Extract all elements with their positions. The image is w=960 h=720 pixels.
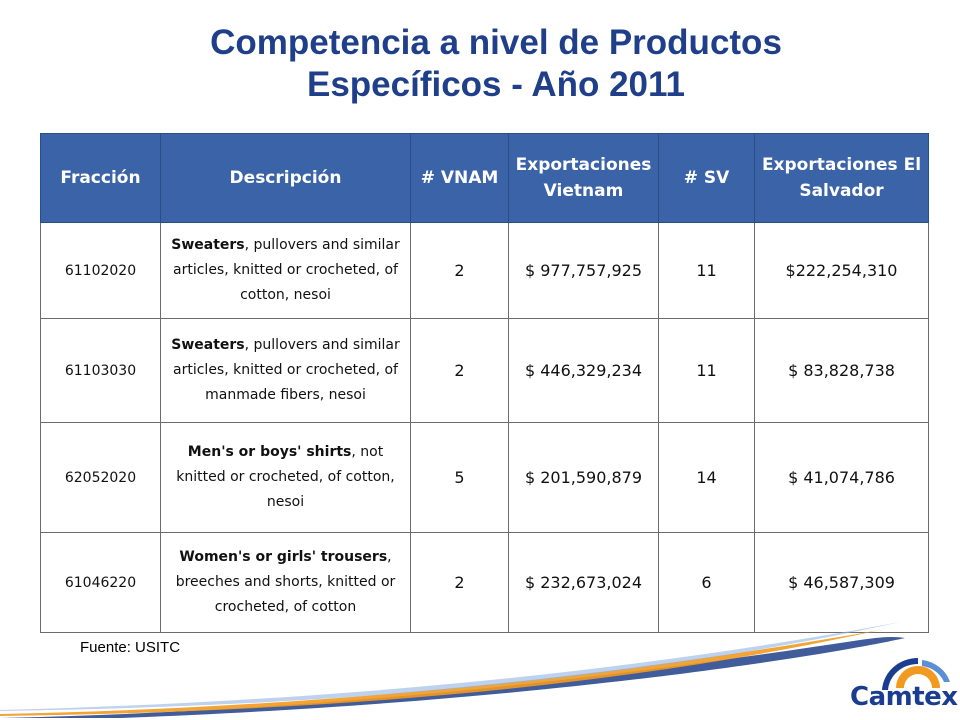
cell-exp-sv: $ 83,828,738 — [754, 318, 929, 423]
header-exp-sv: Exportaciones El Salvador — [754, 133, 929, 223]
cell-exp-sv: $ 41,074,786 — [754, 422, 929, 533]
cell-fraccion: 61102020 — [40, 222, 161, 319]
camtex-logo — [838, 652, 956, 718]
header-descripcion: Descripción — [160, 133, 411, 223]
logo-text: Camtex — [850, 682, 958, 712]
camtex-sun-logo-icon — [882, 657, 950, 690]
cell-exp-vietnam: $ 201,590,879 — [508, 422, 659, 533]
cell-fraccion: 62052020 — [40, 422, 161, 533]
page-title-line2: Específicos - Año 2011 — [306, 65, 686, 104]
header-vnam: # VNAM — [410, 133, 509, 223]
cell-sv: 14 — [658, 422, 755, 533]
cell-sv: 11 — [658, 222, 755, 319]
cell-exp-vietnam: $ 446,329,234 — [508, 318, 659, 423]
header-fraccion: Fracción — [40, 133, 161, 223]
cell-exp-vietnam: $ 232,673,024 — [508, 532, 659, 633]
source-note: Fuente: USITC — [80, 639, 181, 656]
cell-descripcion: Sweaters, pullovers and similar articles… — [160, 222, 411, 319]
desc-rest: , breeches and shorts, knitted or croche… — [175, 549, 396, 615]
desc-bold: Men's or boys' shirts — [187, 444, 352, 460]
desc-bold: Women's or girls' trousers — [179, 549, 388, 565]
table-row: 61046220 Women's or girls' trousers, bre… — [40, 532, 929, 633]
page-title-line1: Competencia a nivel de Productos — [210, 23, 782, 62]
header-exp-vietnam: Exportaciones Vietnam — [508, 133, 659, 223]
cell-exp-sv: $ 46,587,309 — [754, 532, 929, 633]
cell-vnam: 2 — [410, 222, 509, 319]
table-header-row: Fracción Descripción # VNAM Exportacione… — [40, 133, 929, 223]
desc-bold: Sweaters — [171, 337, 245, 353]
cell-fraccion: 61046220 — [40, 532, 161, 633]
decorative-swoosh — [0, 622, 905, 718]
desc-rest: , pullovers and similar articles, knitte… — [173, 237, 400, 303]
header-sv: # SV — [658, 133, 755, 223]
cell-descripcion: Women's or girls' trousers, breeches and… — [160, 532, 411, 633]
cell-sv: 11 — [658, 318, 755, 423]
cell-descripcion: Sweaters, pullovers and similar articles… — [160, 318, 411, 423]
cell-exp-vietnam: $ 977,757,925 — [508, 222, 659, 319]
page-title: Competencia a nivel de Productos Específ… — [0, 22, 960, 106]
cell-vnam: 2 — [410, 318, 509, 423]
desc-bold: Sweaters — [171, 237, 245, 253]
desc-rest: , not knitted or crocheted, of cotton, n… — [176, 444, 395, 510]
products-table: Fracción Descripción # VNAM Exportacione… — [40, 133, 929, 633]
desc-rest: , pullovers and similar articles, knitte… — [173, 337, 400, 403]
cell-vnam: 2 — [410, 532, 509, 633]
cell-vnam: 5 — [410, 422, 509, 533]
cell-fraccion: 61103030 — [40, 318, 161, 423]
table-row: 61102020 Sweaters, pullovers and similar… — [40, 222, 929, 319]
cell-descripcion: Men's or boys' shirts, not knitted or cr… — [160, 422, 411, 533]
cell-sv: 6 — [658, 532, 755, 633]
cell-exp-sv: $222,254,310 — [754, 222, 929, 319]
table-row: 61103030 Sweaters, pullovers and similar… — [40, 318, 929, 423]
table-row: 62052020 Men's or boys' shirts, not knit… — [40, 422, 929, 533]
